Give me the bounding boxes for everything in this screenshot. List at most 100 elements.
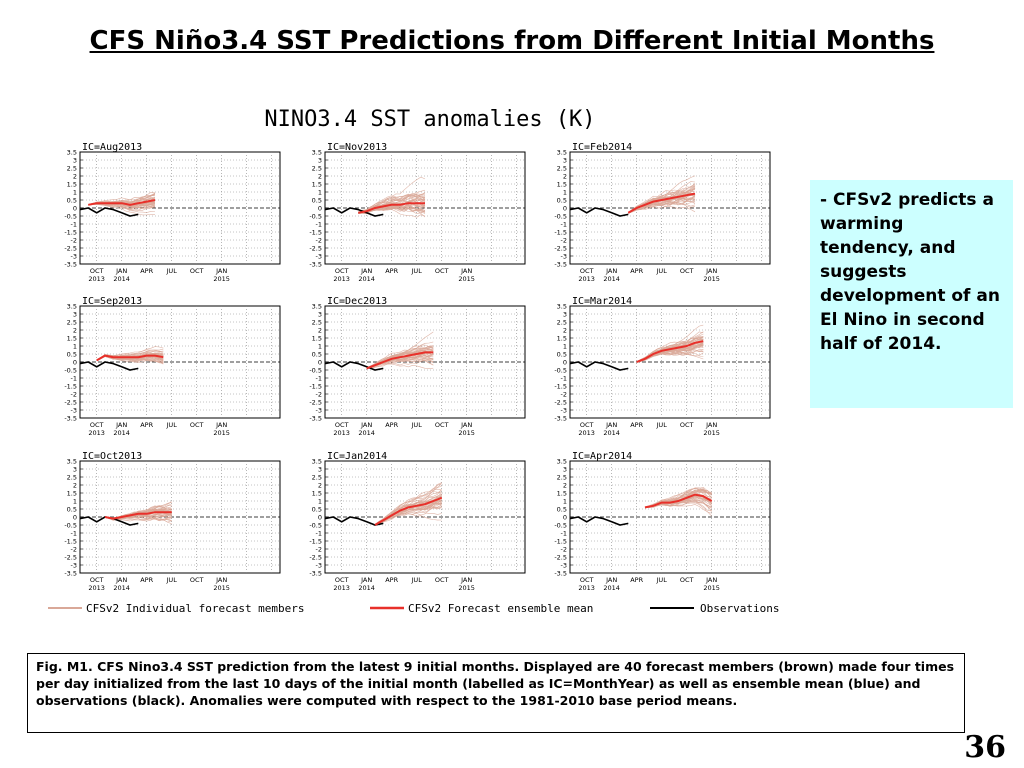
x-tick-label: OCT (680, 576, 694, 584)
ensemble-mean-line (104, 511, 172, 520)
panels: 3.532.521.510.50-0.5-1-1.5-2-2.5-3-3.5OC… (64, 142, 771, 592)
x-tick-year: 2015 (703, 275, 720, 283)
ic-label: IC=Dec2013 (327, 296, 387, 307)
y-tick-label: 0.5 (312, 351, 322, 359)
ic-label: IC=Oct2013 (82, 451, 142, 462)
note-text: - CFSv2 predicts a warming tendency, and… (820, 190, 1000, 354)
y-tick-label: 0.5 (557, 197, 567, 205)
y-tick-label: 3 (563, 311, 567, 319)
ensemble-mean-line (96, 354, 164, 362)
y-tick-label: -3.5 (64, 415, 77, 423)
y-tick-label: -1.5 (309, 229, 322, 237)
member-line (366, 348, 434, 369)
panel-feb2014: 3.532.521.510.50-0.5-1-1.5-2-2.5-3-3.5 OC… (554, 142, 771, 283)
y-tick-label: -1 (71, 530, 77, 538)
ensemble-mean-line (358, 202, 425, 214)
x-tick-label: JAN (360, 421, 372, 429)
y-tick-label: -1.5 (309, 538, 322, 546)
y-tick-label: 1.5 (557, 490, 567, 498)
x-tick-year: 2014 (113, 429, 130, 437)
member-line (628, 196, 696, 214)
x-tick-label: APR (630, 267, 643, 275)
member-line (644, 486, 712, 508)
y-tick-label: 3 (563, 157, 567, 165)
ic-label: IC=Sep2013 (82, 296, 142, 307)
y-tick-label: -3.5 (554, 415, 567, 423)
y-tick-label: 1.5 (557, 181, 567, 189)
y-tick-label: -0.5 (554, 367, 567, 375)
member-line (366, 346, 434, 369)
y-tick-label: 2.5 (557, 319, 567, 327)
ic-label: IC=Jan2014 (327, 451, 387, 462)
y-tick-label: 1 (563, 498, 567, 506)
y-tick-label: -1 (316, 530, 322, 538)
panel-jan2014: 3.532.521.510.50-0.5-1-1.5-2-2.5-3-3.5 OC… (309, 451, 526, 592)
x-tick-year: 2013 (88, 275, 105, 283)
y-tick-label: 0 (563, 514, 567, 522)
y-tick-label: 3.5 (557, 303, 567, 311)
y-tick-label: -1.5 (554, 383, 567, 391)
panel-aug2013: 3.532.521.510.50-0.5-1-1.5-2-2.5-3-3.5 OC… (64, 142, 281, 283)
observations-line (324, 207, 384, 217)
x-tick-year: 2014 (603, 275, 620, 283)
x-tick-year: 2014 (603, 429, 620, 437)
y-tick-label: 3.5 (312, 458, 322, 466)
observations-line (569, 516, 629, 526)
y-tick-label: 2 (73, 482, 77, 490)
x-tick-year: 2013 (333, 275, 350, 283)
y-tick-label: 3.5 (312, 303, 322, 311)
x-tick-year: 2014 (603, 584, 620, 592)
x-tick-label: APR (140, 267, 153, 275)
y-tick-label: -0.5 (554, 213, 567, 221)
x-tick-year: 2015 (458, 584, 475, 592)
y-tick-label: -2.5 (554, 245, 567, 253)
x-tick-label: APR (385, 421, 398, 429)
x-tick-label: JAN (460, 267, 472, 275)
x-tick-label: JAN (115, 421, 127, 429)
panel-nov2013: 3.532.521.510.50-0.5-1-1.5-2-2.5-3-3.5 OC… (309, 142, 526, 283)
y-tick-label: 1 (563, 189, 567, 197)
figure-caption: Fig. M1. CFS Nino3.4 SST prediction from… (36, 659, 955, 708)
y-tick-label: 0 (318, 205, 322, 213)
x-tick-year: 2014 (358, 584, 375, 592)
y-tick-label: -2 (71, 237, 77, 245)
panel-mar2014: 3.532.521.510.50-0.5-1-1.5-2-2.5-3-3.5 OC… (554, 296, 771, 437)
observations-line (324, 516, 384, 526)
legend-obs-label: Observations (700, 602, 779, 615)
y-tick-label: -1 (561, 375, 567, 383)
y-tick-label: -0.5 (554, 522, 567, 530)
legend-mean-label: CFSv2 Forecast ensemble mean (408, 602, 593, 615)
y-tick-label: -3 (316, 253, 322, 261)
legend-members-label: CFSv2 Individual forecast members (86, 602, 305, 615)
legend: CFSv2 Individual forecast members CFSv2 … (48, 602, 779, 615)
y-tick-label: 2 (73, 173, 77, 181)
member-line (96, 356, 164, 363)
y-tick-label: 1 (318, 189, 322, 197)
x-tick-label: OCT (335, 267, 349, 275)
y-tick-label: 3 (73, 157, 77, 165)
x-tick-year: 2013 (88, 584, 105, 592)
y-tick-label: -3 (316, 407, 322, 415)
member-line (374, 491, 442, 525)
y-tick-label: -1 (316, 221, 322, 229)
y-tick-label: 1.5 (67, 181, 77, 189)
member-line (374, 502, 442, 526)
y-tick-label: -1.5 (554, 538, 567, 546)
y-tick-label: 0.5 (312, 197, 322, 205)
y-tick-label: 3.5 (67, 303, 77, 311)
member-line (628, 187, 696, 213)
ensemble-mean-line (644, 493, 713, 509)
x-tick-label: JAN (360, 267, 372, 275)
y-tick-label: 3 (318, 311, 322, 319)
x-tick-year: 2013 (578, 584, 595, 592)
y-tick-label: -2 (316, 391, 322, 399)
y-tick-label: -1.5 (554, 229, 567, 237)
ensemble-mean-line (374, 496, 443, 526)
y-tick-label: -3 (71, 562, 77, 570)
y-tick-label: 2.5 (312, 165, 322, 173)
x-tick-label: OCT (435, 421, 449, 429)
figure: NINO3.4 SST anomalies (K) 3.532.521.510.… (48, 107, 779, 615)
y-tick-label: -0.5 (309, 522, 322, 530)
x-tick-label: OCT (580, 267, 594, 275)
y-tick-label: 3.5 (557, 149, 567, 157)
